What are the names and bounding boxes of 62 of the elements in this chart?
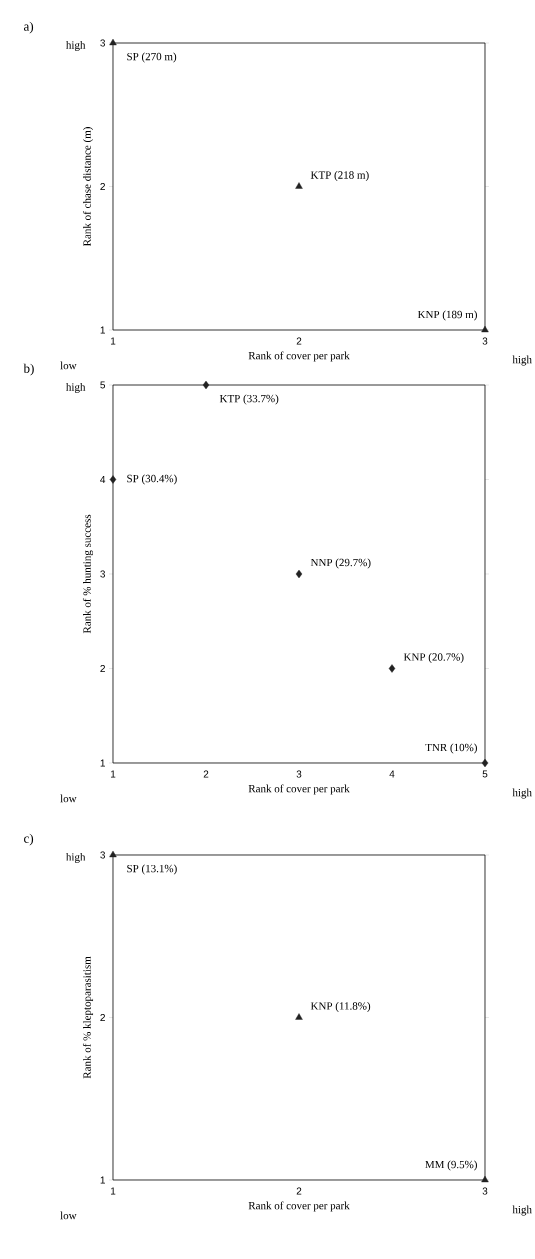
point: [388, 664, 396, 673]
annotation: KTP (33.7%): [219, 394, 279, 405]
text: low: [60, 1211, 77, 1220]
text: high: [65, 383, 86, 393]
y-tick-label: 3: [100, 851, 105, 859]
point: [295, 1013, 303, 1020]
x-tick-label: 1: [110, 770, 116, 778]
chart-title: a): [23, 21, 33, 34]
point: [109, 38, 117, 46]
y-tick-label: 1: [100, 1176, 105, 1184]
point: [481, 1175, 489, 1183]
point: [481, 325, 489, 333]
y-tick-label: 4: [100, 476, 106, 483]
annotation: MM (9.5%): [425, 1160, 477, 1171]
text: low: [60, 361, 77, 370]
point: [202, 380, 210, 390]
x-axis-title: Rank of cover per park: [248, 784, 350, 795]
y-tick-label: 2: [100, 1014, 105, 1021]
text: high: [65, 853, 86, 863]
y-tick-label: 2: [100, 183, 105, 190]
text: high: [65, 41, 86, 51]
x-tick-label: 3: [482, 1187, 488, 1195]
y-axis-title: Rank of chase distance (m): [82, 127, 93, 247]
text: low: [60, 794, 77, 803]
annotation: TNR (10%): [425, 743, 477, 754]
x-tick-label: 3: [482, 337, 488, 345]
x-tick-label: 2: [296, 1187, 302, 1195]
annotation: KNP (20.7%): [403, 653, 464, 663]
x-tick-label: 2: [203, 770, 209, 778]
point: [481, 758, 489, 768]
annotation: KNP (189 m): [417, 310, 477, 321]
chart-title: c): [23, 833, 33, 846]
x-tick-label: 2: [296, 337, 302, 345]
x-tick-label: 5: [482, 770, 488, 778]
x-axis-title: Rank of cover per park: [248, 351, 350, 362]
point: [109, 475, 117, 484]
point: [109, 850, 117, 858]
x-tick-label: 1: [110, 1187, 116, 1195]
y-tick-label: 1: [100, 326, 105, 334]
y-axis-title: Rank of % hunting success: [82, 514, 93, 634]
chart-title: b): [23, 363, 34, 376]
text: high: [512, 1205, 532, 1216]
y-tick-label: 3: [100, 39, 105, 47]
y-axis-title: Rank of % kleptoparasitism: [82, 956, 93, 1079]
x-tick-label: 3: [296, 770, 302, 778]
point: [295, 569, 303, 579]
x-tick-label: 1: [110, 337, 116, 345]
y-tick-label: 2: [100, 665, 105, 672]
x-tick-label: 4: [389, 770, 395, 778]
y-tick-label: 3: [100, 570, 105, 578]
y-tick-label: 1: [100, 759, 105, 767]
annotation: SP (30.4%): [127, 474, 177, 485]
annotation: SP (13.1%): [127, 864, 177, 875]
y-tick-label: 5: [100, 381, 105, 389]
annotation: SP (270 m): [127, 52, 177, 63]
annotation: NNP (29.7%): [310, 558, 371, 569]
annotation: KNP (11.8%): [310, 1001, 370, 1012]
point: [295, 182, 303, 189]
text: high: [512, 788, 532, 799]
x-axis-title: Rank of cover per park: [248, 1201, 350, 1212]
text: high: [512, 355, 532, 366]
annotation: KTP (218 m): [310, 171, 369, 181]
